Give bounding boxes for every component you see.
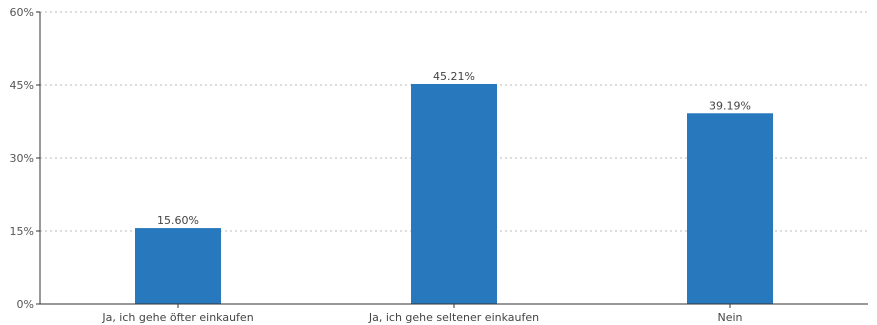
bars: 15.60% 45.21% 39.19% — [135, 70, 773, 304]
data-label: 39.19% — [709, 99, 751, 112]
y-tick-label: 30% — [10, 152, 34, 165]
y-tick-label: 60% — [10, 6, 34, 19]
x-axis: Ja, ich gehe öfter einkaufen Ja, ich gehe… — [40, 303, 868, 324]
data-label: 45.21% — [433, 70, 475, 83]
y-tick-label: 0% — [17, 298, 34, 311]
bar — [135, 228, 221, 304]
bar — [687, 113, 773, 304]
y-tick-label: 15% — [10, 225, 34, 238]
y-tick-label: 45% — [10, 79, 34, 92]
y-axis: 0% 15% 30% 45% 60% — [10, 6, 41, 311]
x-tick-label: Ja, ich gehe öfter einkaufen — [101, 311, 253, 324]
data-label: 15.60% — [157, 214, 199, 227]
x-tick-label: Ja, ich gehe seltener einkaufen — [368, 311, 539, 324]
x-tick-label: Nein — [717, 311, 742, 324]
bar — [411, 83, 497, 304]
